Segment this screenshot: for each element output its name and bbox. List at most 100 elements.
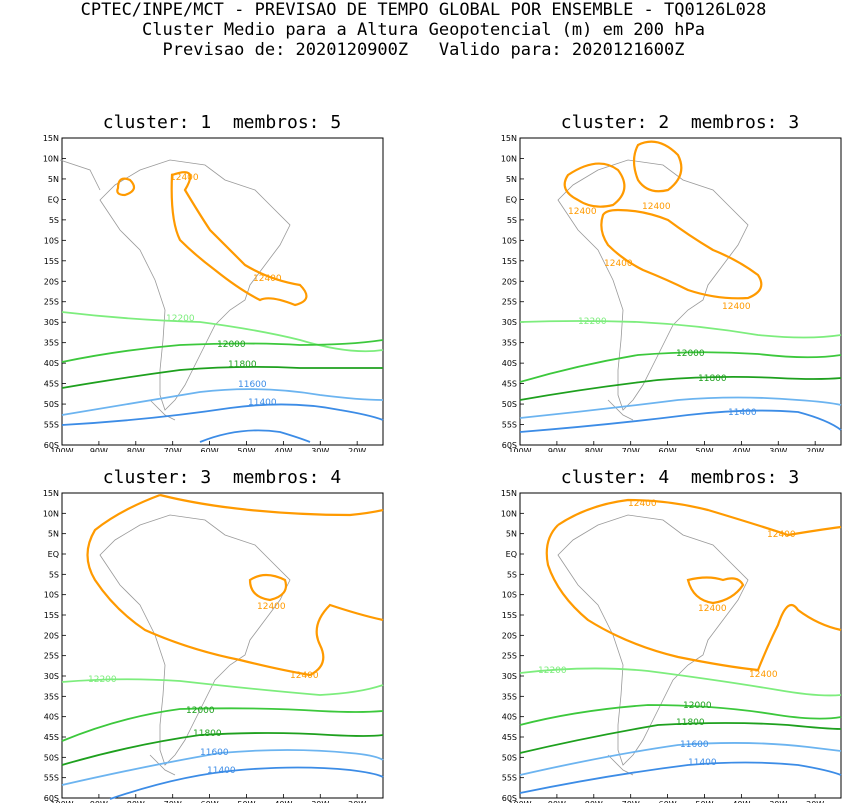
lat-tick-label: 55S [502, 774, 517, 783]
label-11400: 11400 [207, 766, 236, 776]
map-frame [61, 137, 384, 446]
lat-tick-label: 15N [43, 134, 59, 143]
lon-tick-label: 70W [622, 447, 640, 452]
lat-tick-label: 20S [44, 631, 59, 640]
lat-tick-label: 30S [502, 318, 517, 327]
lat-tick-label: 15N [501, 134, 517, 143]
lat-tick-label: 25S [44, 652, 59, 661]
lat-tick-label: 5S [507, 570, 517, 579]
label-11400: 11400 [728, 408, 757, 418]
lat-tick-label: 10S [44, 236, 59, 245]
lat-tick-label: 45S [44, 733, 59, 742]
label-11800: 11800 [193, 729, 222, 739]
label-12000: 12000 [683, 701, 712, 711]
contour-12200 [519, 667, 842, 697]
coastline [557, 514, 749, 776]
lon-tick-label: 30W [769, 800, 787, 803]
panel-4-title: cluster: 4 membros: 3 [560, 467, 800, 488]
label-12000: 12000 [186, 706, 215, 716]
panel-3-map: 15N 10N 5N EQ 5S 10S 15S 20S 25S 30S 35S 40S 45S 50S 5… [43, 489, 384, 803]
contour-12400 [116, 171, 308, 307]
coastline [557, 159, 749, 421]
lon-tick-label: 90W [548, 447, 566, 452]
label-12400-b: 12400 [253, 274, 282, 284]
lat-tick-label: 5S [49, 216, 59, 225]
label-11600: 11600 [238, 380, 267, 390]
contour-11600 [61, 388, 384, 416]
lat-tick-label: 60S [502, 441, 517, 450]
label-12200: 12200 [166, 314, 195, 324]
lat-tick-label: 50S [44, 400, 59, 409]
lon-tick-label: 60W [201, 800, 219, 803]
lon-tick-label: 30W [769, 447, 787, 452]
label-12400-a: 12400 [257, 602, 286, 612]
lat-tick-label: 10S [44, 591, 59, 600]
lat-tick-label: 10S [502, 236, 517, 245]
lat-tick-label: 30S [44, 318, 59, 327]
lat-tick-label: 45S [502, 733, 517, 742]
lat-tick-label: 35S [502, 692, 517, 701]
lat-tick-label: 40S [502, 359, 517, 368]
lon-tick-label: 80W [585, 447, 603, 452]
lon-tick-label: 20W [806, 800, 824, 803]
lat-tick-label: 25S [502, 652, 517, 661]
contour-11800 [61, 732, 384, 766]
lat-tick-label: 5S [49, 570, 59, 579]
header-line-2: Cluster Medio para a Altura Geopotencial… [142, 20, 705, 40]
contour-11400 [519, 409, 842, 433]
lon-tick-label: 40W [732, 447, 750, 452]
lat-tick-label: 20S [44, 277, 59, 286]
lat-tick-label: 40S [502, 713, 517, 722]
lat-tick-label: 15N [501, 489, 517, 498]
label-12400-c: 12400 [604, 259, 633, 269]
label-12200: 12200 [578, 317, 607, 327]
label-12400-d: 12400 [722, 302, 751, 312]
lat-tick-label: EQ [48, 550, 59, 559]
label-12400-a: 12400 [170, 173, 199, 183]
lat-tick-label: 5N [48, 175, 59, 184]
contour-11800 [519, 722, 842, 754]
lon-tick-label: 70W [164, 800, 182, 803]
lat-tick-label: 15S [502, 611, 517, 620]
lon-tick-label: 90W [548, 800, 566, 803]
contour-12200 [61, 678, 384, 696]
lat-tick-label: 35S [44, 692, 59, 701]
lat-tick-label: 55S [44, 421, 59, 430]
label-11400: 11400 [248, 398, 277, 408]
lon-tick-label: 80W [127, 447, 145, 452]
label-11800: 11800 [228, 360, 257, 370]
map-frame [61, 492, 384, 799]
header-line-3: Previsao de: 2020120900Z Valido para: 20… [162, 40, 685, 60]
map-frame [519, 137, 842, 446]
lat-tick-label: 40S [44, 713, 59, 722]
label-12400-a: 12400 [628, 499, 657, 509]
lon-tick-label: 20W [348, 447, 366, 452]
contour-11400 [519, 761, 842, 794]
panel-1-map: 15N 10N 5N EQ 5S 10S 15S 20S 25S 30S 35S 40S 45S 50S 5… [43, 134, 384, 452]
lat-tick-label: 10N [43, 509, 59, 518]
lat-tick-label: 55S [44, 774, 59, 783]
contour-12000 [519, 704, 842, 726]
lat-tick-label: 55S [502, 421, 517, 430]
label-12000: 12000 [676, 349, 705, 359]
lon-tick-label: 100W [50, 447, 73, 452]
label-12200: 12200 [538, 666, 567, 676]
label-12400-a: 12400 [568, 207, 597, 217]
lat-tick-label: 15N [43, 489, 59, 498]
lon-tick-label: 60W [201, 447, 219, 452]
contour-12200 [519, 320, 842, 339]
lat-tick-label: 60S [44, 794, 59, 803]
lat-tick-label: 15S [502, 257, 517, 266]
lon-tick-label: 90W [90, 800, 108, 803]
lon-tick-label: 100W [508, 447, 531, 452]
lat-tick-label: EQ [506, 550, 517, 559]
label-12200: 12200 [88, 675, 117, 685]
label-12400-c: 12400 [698, 604, 727, 614]
lon-tick-label: 50W [695, 447, 713, 452]
lat-tick-label: 15S [44, 611, 59, 620]
lon-tick-label: 60W [659, 800, 677, 803]
lon-tick-label: 50W [695, 800, 713, 803]
lon-tick-label: 100W [50, 800, 73, 803]
lon-tick-label: 30W [311, 800, 329, 803]
label-11600: 11600 [680, 740, 709, 750]
